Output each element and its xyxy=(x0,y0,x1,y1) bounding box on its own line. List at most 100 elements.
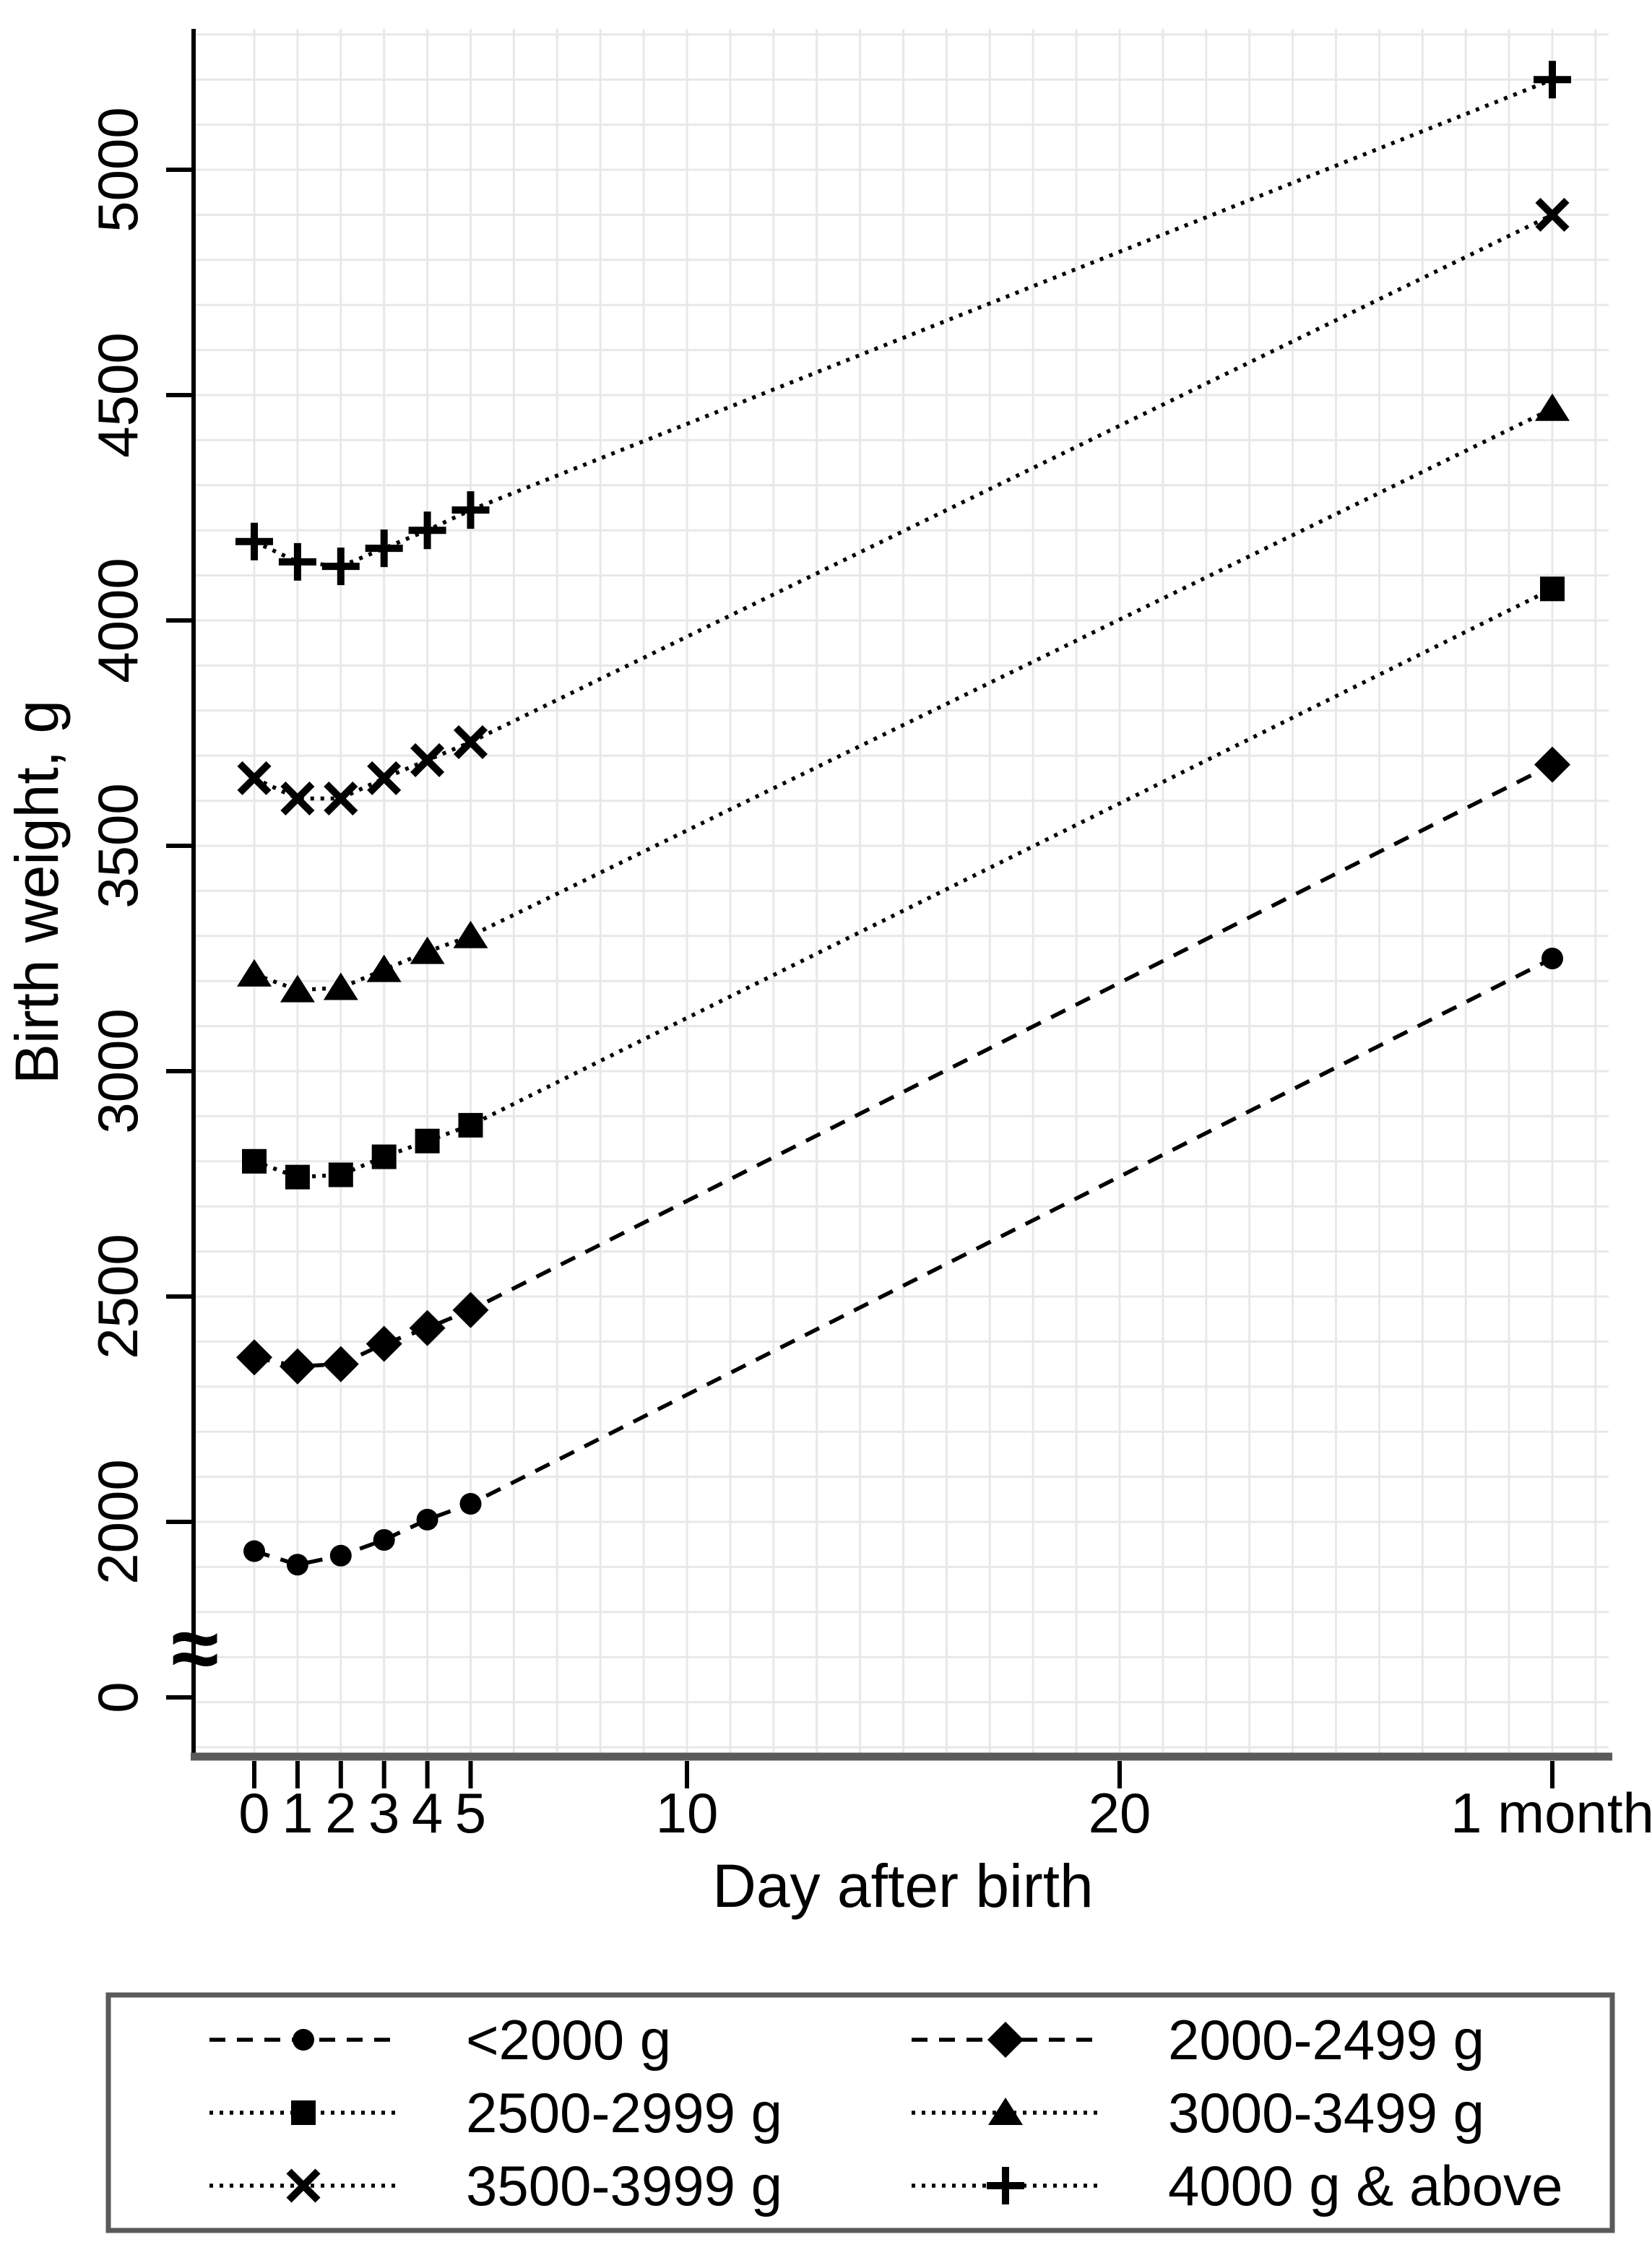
x-marker xyxy=(324,781,358,816)
x-tick-label: 5 xyxy=(455,1781,486,1845)
diamond-marker xyxy=(236,1339,272,1376)
square-marker xyxy=(242,1148,267,1174)
series-diamond xyxy=(236,746,1570,1385)
circle-marker xyxy=(416,1508,438,1531)
diamond-marker xyxy=(452,1291,489,1328)
legend-entry: 3500-3999 g xyxy=(209,2154,782,2217)
x-marker xyxy=(453,724,488,760)
legend-label: 3000-3499 g xyxy=(1168,2081,1484,2144)
legend-label: 4000 g & above xyxy=(1168,2154,1562,2217)
diamond-marker xyxy=(987,2022,1024,2058)
triangle-marker xyxy=(1535,393,1570,421)
triangle-marker xyxy=(410,936,445,964)
legend-label: <2000 g xyxy=(466,2008,671,2072)
x-tick-label: 0 xyxy=(238,1781,269,1845)
legend-box xyxy=(105,1992,1615,2233)
triangle-marker xyxy=(366,954,402,982)
square-marker xyxy=(291,2100,316,2125)
triangle-marker xyxy=(988,2098,1023,2125)
legend-entry: 3000-3499 g xyxy=(912,2081,1484,2144)
legend: <2000 g 2000-2499 g 2500-2999 g 3000-3499 g… xyxy=(105,1992,1615,2233)
x-axis-title: Day after birth xyxy=(712,1852,1094,1920)
line xyxy=(1535,197,1570,232)
x-marker xyxy=(280,781,315,816)
series-x xyxy=(237,197,1570,816)
square-marker xyxy=(328,1162,353,1187)
legend-entry: 4000 g & above xyxy=(912,2154,1562,2217)
series-circle xyxy=(243,948,1563,1576)
diamond-marker xyxy=(366,1325,402,1362)
triangle-marker xyxy=(323,972,358,1000)
y-axis-title: Birth weight, g xyxy=(3,700,71,1084)
triangle-marker xyxy=(280,974,315,1003)
legend-entry: 2500-2999 g xyxy=(209,2081,782,2144)
circle-marker xyxy=(293,2029,314,2051)
y-tick-label: 4500 xyxy=(86,332,150,458)
diamond-marker xyxy=(1534,746,1570,783)
y-tick-label: 3500 xyxy=(86,783,150,909)
legend-entry: <2000 g xyxy=(209,2008,671,2072)
y-tick-label: 3000 xyxy=(86,1008,150,1134)
line xyxy=(410,743,445,777)
y-tick-label: 4000 xyxy=(86,558,150,683)
square-marker xyxy=(415,1128,440,1154)
x-marker xyxy=(367,761,402,795)
legend-label: 2000-2499 g xyxy=(1168,2008,1484,2072)
series-plus xyxy=(235,61,1571,586)
plus-marker xyxy=(321,547,360,586)
x-tick-label: 3 xyxy=(368,1781,399,1845)
line xyxy=(324,781,358,816)
gridlines xyxy=(194,29,1609,1757)
circle-marker xyxy=(286,1554,308,1576)
y-tick-label: 2000 xyxy=(86,1459,150,1585)
square-marker xyxy=(458,1112,483,1138)
diamond-marker xyxy=(409,1310,446,1346)
diamond-marker xyxy=(279,1348,316,1385)
plus-marker xyxy=(235,522,273,560)
x-marker xyxy=(286,2168,321,2203)
plus-marker xyxy=(451,491,490,529)
line xyxy=(280,781,315,816)
x-tick-label: 1 xyxy=(282,1781,313,1845)
series-plot xyxy=(235,61,1571,1576)
axes xyxy=(166,29,1612,1788)
line xyxy=(453,724,488,760)
plus-marker xyxy=(1534,61,1571,99)
plus-marker xyxy=(365,529,403,568)
circle-marker xyxy=(243,1540,265,1562)
series-square xyxy=(242,576,1565,1190)
x-marker xyxy=(410,743,445,777)
circle-marker xyxy=(1541,948,1563,969)
triangle-marker xyxy=(237,958,272,987)
square-marker xyxy=(285,1164,310,1190)
plus-marker xyxy=(987,2167,1024,2204)
y-tick-label: 0 xyxy=(86,1681,150,1713)
legend-label: 2500-2999 g xyxy=(466,2081,782,2144)
x-marker xyxy=(1535,197,1570,232)
diamond-marker xyxy=(322,1346,359,1382)
y-tick-label: 5000 xyxy=(86,107,150,233)
circle-marker xyxy=(373,1528,395,1551)
plus-marker xyxy=(408,511,446,550)
line xyxy=(237,761,272,795)
triangle-marker xyxy=(453,920,488,948)
circle-marker xyxy=(329,1544,352,1567)
x-tick-label: 1 month xyxy=(1450,1781,1652,1845)
square-marker xyxy=(371,1144,397,1169)
y-axis-break-symbol: ≈ xyxy=(171,1600,219,1697)
x-tick-label: 10 xyxy=(656,1781,719,1845)
y-tick-label: 2500 xyxy=(86,1234,150,1359)
legend-entry: 2000-2499 g xyxy=(912,2008,1484,2072)
x-tick-label: 2 xyxy=(325,1781,356,1845)
legend-label: 3500-3999 g xyxy=(466,2154,782,2217)
line xyxy=(367,761,402,795)
plus-marker xyxy=(278,542,316,581)
x-tick-label: 4 xyxy=(412,1781,443,1845)
x-marker xyxy=(237,761,272,795)
series-triangle xyxy=(237,393,1570,1003)
x-tick-label: 20 xyxy=(1089,1781,1151,1845)
square-marker xyxy=(1540,576,1565,602)
line xyxy=(286,2168,321,2203)
